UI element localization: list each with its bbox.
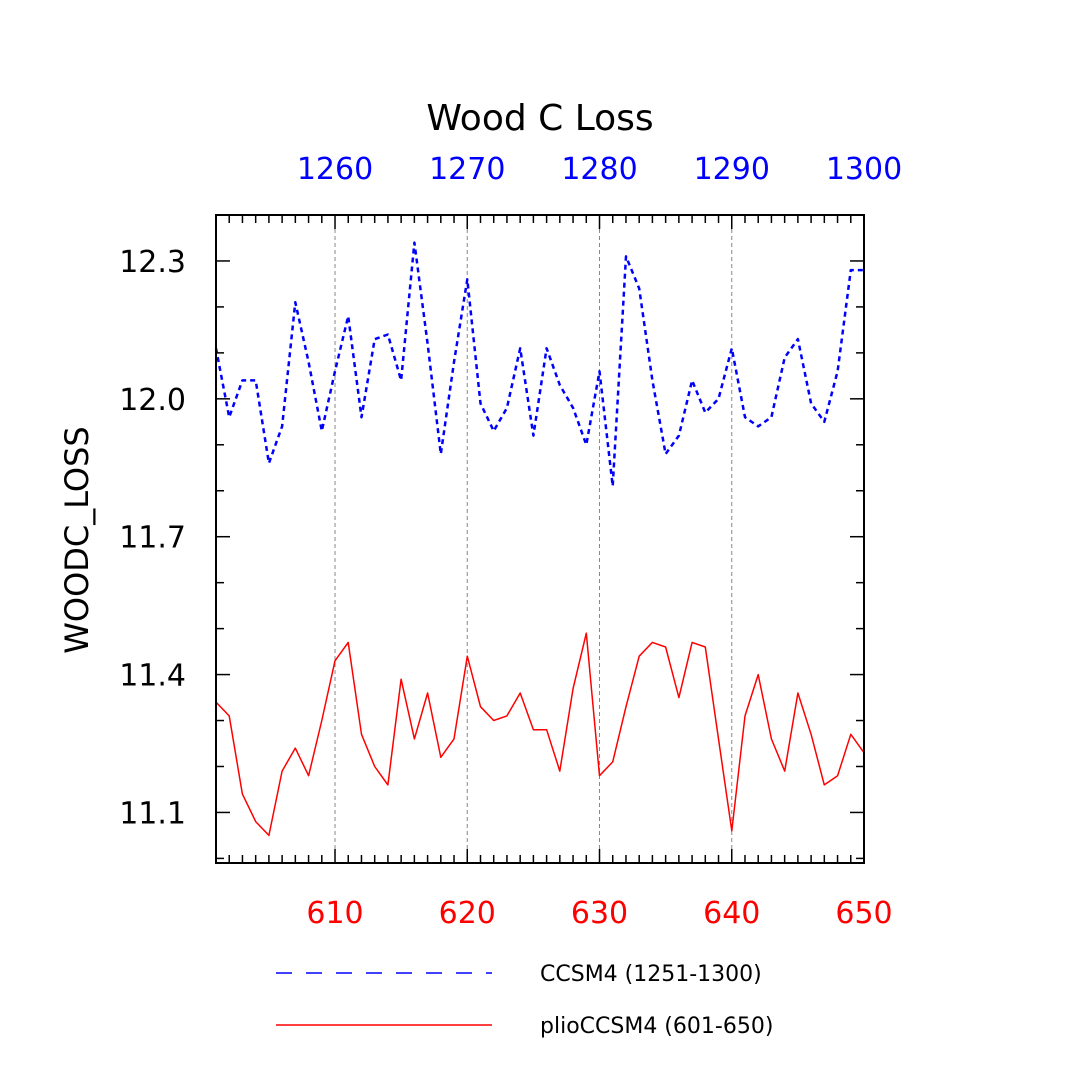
legend-label: CCSM4 (1251-1300) <box>540 962 762 987</box>
x-tick-label-bottom: 630 <box>571 896 628 931</box>
y-tick-label: 11.4 <box>119 659 186 694</box>
x-tick-label-bottom: 650 <box>835 896 892 931</box>
series-layer <box>214 241 865 837</box>
y-tick-label: 11.1 <box>119 796 186 831</box>
grid-lines <box>334 215 733 863</box>
series-line-plioccsm4 <box>215 632 865 837</box>
x-tick-label-bottom: 620 <box>439 896 496 931</box>
chart-title: Wood C Loss <box>426 98 653 139</box>
y-axis-label: WOODC_LOSS <box>58 426 96 654</box>
x-tick-label-top: 1260 <box>297 152 373 187</box>
x-tick-label-bottom: 640 <box>703 896 760 931</box>
series-line-ccsm4 <box>214 241 864 488</box>
y-tick-label: 12.0 <box>119 383 186 418</box>
x-tick-label-bottom: 610 <box>306 896 363 931</box>
x-tick-label-top: 1290 <box>694 152 770 187</box>
y-tick-label: 11.7 <box>119 521 186 556</box>
y-tick-label: 12.3 <box>119 245 186 280</box>
x-tick-label-top: 1280 <box>561 152 637 187</box>
x-tick-label-top: 1270 <box>429 152 505 187</box>
legend: CCSM4 (1251-1300) plioCCSM4 (601-650) <box>276 962 773 1039</box>
x-tick-label-top: 1300 <box>826 152 902 187</box>
legend-label: plioCCSM4 (601-650) <box>540 1014 773 1039</box>
plot-frame <box>215 214 865 864</box>
axes: 610 620 630 640 650 1260 1270 1280 1290 1300 11.1 1… <box>119 152 902 931</box>
